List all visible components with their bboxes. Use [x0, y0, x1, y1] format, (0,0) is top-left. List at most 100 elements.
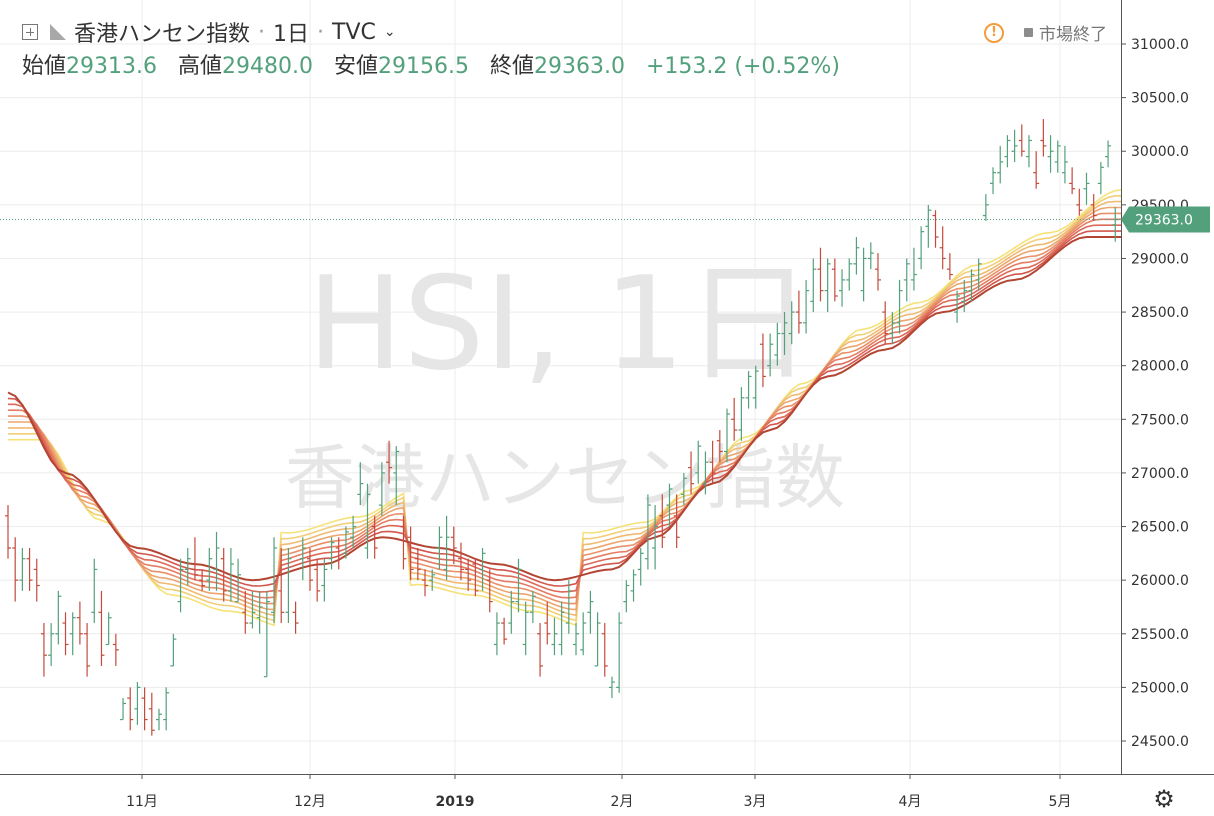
ohlc-bar — [1076, 188, 1083, 216]
warning-icon[interactable]: ! — [984, 22, 1004, 43]
ohlc-bar — [148, 692, 155, 736]
ohlc-bar — [1018, 124, 1025, 157]
flag-icon[interactable] — [50, 24, 66, 40]
time-tick-label: 2019 — [436, 794, 475, 810]
ohlc-bars — [5, 119, 1133, 736]
time-tick-label: 2月 — [611, 794, 634, 810]
ohlc-bar — [249, 590, 256, 629]
ohlc-bar — [127, 687, 134, 731]
ohlc-bar — [299, 537, 306, 581]
ohlc-bar — [335, 537, 342, 570]
price-tick-label: 31000.0 — [1131, 37, 1189, 53]
high-value: 29480.0 — [222, 54, 313, 79]
ohlc-bar — [961, 279, 968, 313]
ohlc-bar — [918, 226, 925, 270]
time-tick-label: 5月 — [1049, 794, 1072, 810]
ohlc-bar — [271, 537, 278, 624]
low-value: 29156.5 — [378, 54, 469, 79]
price-tick-label: 25500.0 — [1131, 627, 1189, 643]
ohlc-bar — [558, 601, 565, 656]
ohlc-bar — [314, 558, 321, 602]
ohlc-bar — [623, 580, 630, 613]
close-label: 終値 — [490, 54, 535, 79]
ohlc-bar — [457, 542, 464, 581]
chevron-down-icon[interactable]: ⌄ — [383, 24, 396, 40]
ohlc-bar — [278, 547, 285, 624]
ohlc-bar — [5, 505, 11, 559]
ohlc-bar — [767, 333, 774, 377]
ohlc-bar — [170, 633, 177, 667]
price-tick-label: 30000.0 — [1131, 144, 1189, 160]
ohlc-bar — [508, 590, 515, 634]
chart-header: 香港ハンセン指数 · 1日 · TVC ⌄ 始値29313.6 高値29480.… — [0, 0, 1120, 86]
ohlc-bar — [630, 569, 637, 602]
ohlc-bar — [839, 269, 846, 307]
price-axis[interactable]: 31000.030500.030000.029500.029000.028500… — [1121, 0, 1214, 816]
low-label: 安値 — [334, 54, 379, 79]
ohlc-bar — [795, 290, 802, 334]
watermark-name: 香港ハンセン指数 — [285, 437, 845, 519]
ohlc-bar — [882, 301, 889, 345]
ohlc-bar — [551, 617, 558, 656]
last-price-tag-label: 29363.0 — [1135, 213, 1193, 229]
gear-icon[interactable]: ⚙ — [1153, 785, 1175, 813]
time-axis[interactable]: 11月 12月 2019 2月 3月 4月 5月 — [0, 774, 1214, 810]
ohlc-readout: 始値29313.6 高値29480.0 安値29156.5 終値29363.0 … — [22, 48, 840, 80]
ohlc-bar — [817, 247, 824, 302]
ohlc-bar — [695, 440, 702, 484]
ohlc-bar — [846, 258, 853, 291]
watermark: HSI, 1日 香港ハンセン指数 — [285, 250, 845, 519]
ohlc-bar — [716, 430, 723, 463]
ohlc-bar — [573, 623, 580, 656]
symbol-name[interactable]: 香港ハンセン指数 — [74, 22, 251, 47]
ohlc-bar — [472, 558, 479, 597]
ohlc-bar — [422, 569, 429, 597]
ohlc-bar — [1105, 140, 1112, 168]
separator-dot: · — [317, 19, 325, 45]
price-tick-label: 26000.0 — [1131, 573, 1189, 589]
ohlc-bar — [206, 547, 213, 591]
ohlc-bar — [752, 365, 759, 409]
ohlc-bar — [357, 462, 364, 506]
ohlc-bar — [501, 617, 508, 645]
symbol-title-row: 香港ハンセン指数 · 1日 · TVC ⌄ — [22, 16, 396, 48]
ohlc-bar — [709, 440, 716, 484]
ohlc-bar — [429, 569, 436, 591]
close-value: 29363.0 — [534, 54, 625, 79]
time-tick-label: 11月 — [126, 794, 158, 810]
ohlc-bar — [12, 537, 19, 602]
ohlc-bar — [896, 279, 903, 334]
ohlc-bar — [968, 269, 975, 302]
ohlc-bar — [393, 446, 400, 506]
source-label[interactable]: TVC — [332, 19, 376, 45]
ohlc-bar — [932, 210, 939, 248]
ohlc-bar — [479, 547, 486, 591]
ohlc-bar — [853, 237, 860, 275]
ohlc-bar — [62, 612, 69, 656]
watermark-symbol: HSI, 1日 — [307, 250, 813, 399]
ohlc-bar — [184, 547, 191, 586]
ohlc-bar — [227, 547, 234, 602]
ohlc-bar — [155, 708, 162, 731]
market-status-label: 市場終了 — [1039, 25, 1107, 45]
price-tick-label: 25000.0 — [1131, 680, 1189, 696]
market-status[interactable]: ! 市場終了 — [984, 20, 1107, 45]
ohlc-bar — [529, 590, 536, 624]
ohlc-bar — [69, 612, 76, 656]
ohlc-bar — [242, 590, 249, 634]
ohlc-bar — [285, 547, 292, 624]
ohlc-bar — [371, 515, 378, 559]
ohlc-bar — [163, 687, 170, 731]
ohlc-bar — [803, 279, 810, 334]
ohlc-bar — [724, 408, 730, 463]
last-price-tag: 29363.0 — [1121, 206, 1210, 233]
ohlc-bar — [666, 483, 673, 527]
interval-label[interactable]: 1日 — [273, 22, 310, 47]
ohlc-bar — [1097, 161, 1104, 195]
expand-icon[interactable] — [22, 24, 38, 40]
price-tick-label: 30500.0 — [1131, 91, 1189, 107]
ohlc-bar — [177, 558, 184, 613]
ohlc-bar — [594, 612, 601, 667]
ohlc-bar — [774, 322, 781, 366]
